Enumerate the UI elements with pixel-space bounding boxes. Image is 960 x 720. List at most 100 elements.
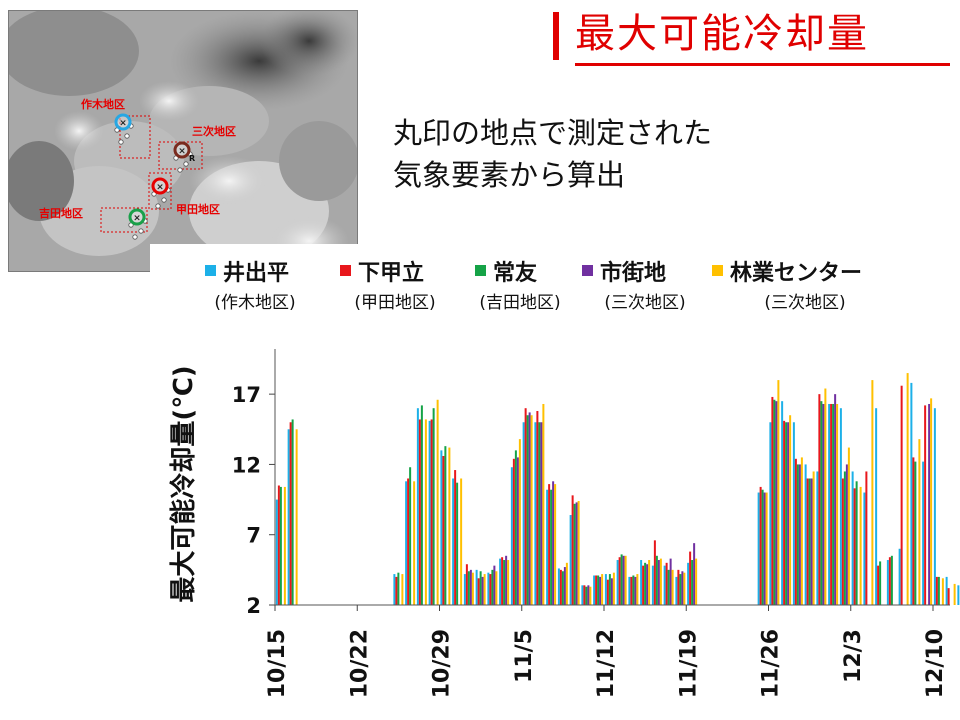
map-station-cross-icon: × xyxy=(119,119,127,129)
bar-0-day-51 xyxy=(875,408,878,605)
bar-0-day-12 xyxy=(416,408,419,605)
bar-0-day-31 xyxy=(640,560,643,605)
bar-0-day-34 xyxy=(675,576,678,605)
bar-3-day-22 xyxy=(540,422,543,605)
bar-0-day-22 xyxy=(534,422,537,605)
bar-3-day-25 xyxy=(575,502,578,605)
bar-2-day-43 xyxy=(785,422,788,605)
bar-1-day-41 xyxy=(759,486,762,605)
bar-1-day-35 xyxy=(689,551,692,605)
bar-4-day-45 xyxy=(812,471,815,605)
bar-0-day-24 xyxy=(557,568,560,605)
bar-0-day-47 xyxy=(828,403,831,605)
bar-2-day-13 xyxy=(432,408,435,605)
bar-2-day-20 xyxy=(514,450,517,605)
bar-0-day-33 xyxy=(663,565,666,605)
map-label-miyoshi: 三次地区 xyxy=(192,124,236,138)
legend-swatch-2 xyxy=(475,265,486,276)
bar-4-day-13 xyxy=(436,399,439,605)
x-tick-label-3: 11/5 xyxy=(512,629,537,683)
map-station-dot-kouda xyxy=(161,197,167,203)
bar-3-day-18 xyxy=(493,565,496,605)
map-circle-sakugi xyxy=(114,113,132,131)
map-station-dot-yoshida xyxy=(132,234,138,240)
legend-swatch-1 xyxy=(340,265,351,276)
bar-1-day-20 xyxy=(512,458,515,605)
map-station-dot-sakugi xyxy=(124,133,130,139)
title-accent-bar xyxy=(553,12,559,60)
bar-4-day-16 xyxy=(471,572,474,605)
bar-1-day-34 xyxy=(677,569,680,605)
bar-4-day-35 xyxy=(695,558,698,605)
bar-1-day-57 xyxy=(947,588,950,605)
bar-1-day-19 xyxy=(501,557,504,605)
bar-4-day-28 xyxy=(612,572,615,605)
bar-4-day-33 xyxy=(671,569,674,605)
bar-1-day-28 xyxy=(606,579,609,605)
bar-3-day-43 xyxy=(787,422,790,605)
bar-4-day-57 xyxy=(953,583,956,605)
x-tick-label-8: 12/10 xyxy=(923,629,948,698)
bar-2-day-14 xyxy=(444,446,447,605)
bar-1-day-13 xyxy=(430,419,433,605)
legend-sublabel-2: (吉田地区) xyxy=(479,293,560,313)
x-tick-label-5: 11/19 xyxy=(676,629,701,698)
y-tick-label-2: 12 xyxy=(232,453,261,477)
map-area-box-kouda xyxy=(148,172,172,210)
bar-0-day-58 xyxy=(957,585,960,605)
bar-3-day-55 xyxy=(928,403,931,605)
bar-2-day-21 xyxy=(526,415,529,605)
bar-0-day-42 xyxy=(769,422,772,605)
x-tick-label-0: 10/15 xyxy=(265,629,290,698)
bar-4-day-1 xyxy=(295,429,298,605)
terrain-map-image: × 作木地区 × 三次地区 × 甲田地区 × 吉田地区 R xyxy=(9,11,357,271)
map-label-yoshida: 吉田地区 xyxy=(39,206,83,220)
bar-1-day-12 xyxy=(418,419,421,605)
bar-1-day-25 xyxy=(571,495,574,605)
bar-2-day-22 xyxy=(538,422,541,605)
bar-1-day-52 xyxy=(888,557,891,605)
x-tick-label-2: 10/29 xyxy=(430,629,455,698)
bar-0-day-45 xyxy=(804,464,807,605)
bar-1-day-55 xyxy=(924,405,927,605)
bar-2-day-15 xyxy=(456,482,459,605)
bar-2-day-30 xyxy=(632,575,635,605)
bar-2-day-34 xyxy=(679,574,682,605)
bar-3-day-26 xyxy=(587,585,590,605)
title-underline xyxy=(575,63,950,66)
bar-1-day-44 xyxy=(794,458,797,605)
bar-1-day-15 xyxy=(454,470,457,605)
bar-3-day-31 xyxy=(646,564,649,605)
bar-0-day-15 xyxy=(452,478,455,605)
bar-0-day-25 xyxy=(569,515,572,605)
bar-4-day-32 xyxy=(659,558,662,605)
bar-3-day-34 xyxy=(681,571,684,605)
map-station-dot-miyoshi xyxy=(183,161,189,167)
bar-1-day-45 xyxy=(806,478,809,605)
legend-swatch-3 xyxy=(582,265,593,276)
legend-sublabel-4: (三次地区) xyxy=(764,293,845,313)
bar-2-day-0 xyxy=(279,486,282,605)
bar-3-day-17 xyxy=(481,576,484,605)
bar-0-day-57 xyxy=(945,576,948,605)
bar-0-day-49 xyxy=(851,471,854,605)
bar-2-day-17 xyxy=(479,571,482,605)
bar-3-day-16 xyxy=(469,569,472,605)
bar-2-day-45 xyxy=(808,478,811,605)
bar-0-day-13 xyxy=(428,420,431,605)
legend-swatch-0 xyxy=(205,265,216,276)
bar-1-day-27 xyxy=(595,575,598,605)
bar-2-day-35 xyxy=(691,560,694,605)
bar-1-day-16 xyxy=(465,564,468,605)
map-station-dot-kouda xyxy=(155,203,161,209)
bar-2-day-51 xyxy=(879,561,882,605)
bar-4-day-0 xyxy=(283,486,286,605)
legend-label-1: 下甲立 xyxy=(358,260,424,286)
bar-4-day-12 xyxy=(424,419,427,605)
legend-sublabel-1: (甲田地区) xyxy=(354,293,435,313)
bar-1-day-42 xyxy=(771,396,774,605)
x-tick-label-4: 11/12 xyxy=(594,629,619,698)
bar-4-day-31 xyxy=(648,560,651,605)
bar-0-day-20 xyxy=(510,467,513,605)
bar-1-day-47 xyxy=(830,403,833,605)
